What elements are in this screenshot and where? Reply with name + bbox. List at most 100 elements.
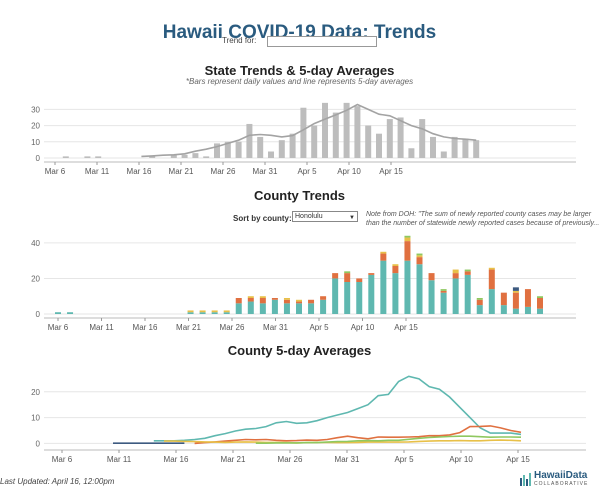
county-select[interactable]: Honolulu ▼ [292, 211, 358, 222]
state-chart-title: State Trends & 5-day Averages [204, 63, 395, 78]
chevron-down-icon: ▼ [349, 215, 355, 221]
county-bar-hawaii [512, 290, 519, 293]
county-chart-title: County Trends [253, 188, 345, 203]
state-5day-average-line [141, 103, 477, 158]
y-tick-label: 20 [31, 274, 40, 283]
x-tick-label: Apr 5 [394, 455, 414, 464]
x-tick-label: Apr 5 [309, 323, 329, 332]
county-bar-honolulu [247, 301, 254, 314]
county-bar-honolulu [380, 260, 387, 314]
state-bar [440, 151, 447, 158]
state-bar [408, 148, 415, 158]
county-bar-kauai [537, 296, 543, 298]
x-tick-label: Apr 15 [394, 323, 418, 332]
county-bar-maui [537, 298, 543, 309]
x-tick-label: Mar 31 [263, 323, 288, 332]
county-bar-hawaii [187, 310, 194, 313]
county-bar-maui [416, 257, 423, 265]
x-tick-label: Mar 11 [85, 167, 110, 176]
county-bar-honolulu [308, 303, 315, 314]
county-bar-maui [476, 299, 483, 306]
county-bar-maui [320, 296, 327, 300]
doh-note-line-1: Note from DOH: "The sum of newly reporte… [366, 211, 592, 218]
x-tick-label: Mar 11 [107, 455, 132, 464]
county-bar-honolulu [537, 308, 543, 314]
state-bar [257, 136, 264, 158]
county-bar-hawaii [259, 296, 266, 298]
county-bar-honolulu [211, 312, 218, 314]
county-bar-hawaii [380, 251, 387, 254]
average-line-maui [194, 425, 522, 445]
x-tick-label: Mar 6 [48, 323, 69, 332]
last-updated-text: Last Updated: April 16, 12:00pm [0, 477, 115, 486]
x-tick-label: Apr 15 [379, 167, 403, 176]
county-bar-honolulu [368, 274, 375, 314]
county-bar-hawaii [452, 269, 459, 274]
state-bar [343, 102, 350, 158]
x-tick-label: Mar 6 [45, 167, 66, 176]
y-tick-label: 20 [31, 122, 40, 131]
trend-input[interactable] [267, 36, 377, 47]
county-bar-hawaii [296, 299, 302, 302]
state-chart-subtitle: *Bars represent daily values and line re… [185, 77, 414, 86]
state-bar [192, 153, 199, 158]
county-bar-maui [392, 266, 399, 274]
y-tick-label: 0 [36, 439, 41, 448]
county-bar-honolulu [404, 260, 411, 314]
state-bar [322, 102, 328, 158]
x-tick-label: Apr 10 [449, 455, 473, 464]
hawaii-data-logo-icon [520, 473, 531, 486]
logo-subtitle: COLLABORATIVE [534, 481, 589, 487]
county-bar-honolulu [500, 305, 507, 314]
county-bar-hawaii [488, 267, 495, 270]
county-bar-maui [259, 298, 266, 304]
trend-label: Trend for: [222, 36, 257, 45]
x-tick-label: Mar 31 [253, 167, 278, 176]
county-bar-honolulu [259, 303, 266, 314]
county-bar-hawaii [392, 264, 399, 266]
county-bar-maui [488, 269, 495, 290]
county-bar-honolulu [464, 274, 471, 314]
x-tick-label: Apr 15 [506, 455, 530, 464]
county-bar-hawaii [404, 237, 411, 242]
state-bar [354, 106, 361, 158]
county-bar-kauai [404, 235, 411, 238]
county-bar-hawaii [416, 255, 423, 258]
x-tick-label: Mar 11 [89, 323, 114, 332]
county-bar-maui [524, 289, 531, 307]
county-bar-honolulu [476, 305, 483, 314]
state-bar [224, 141, 231, 158]
state-bar [289, 133, 296, 158]
county-averages-title: County 5-day Averages [227, 343, 372, 358]
x-tick-label: Apr 10 [351, 323, 375, 332]
state-bar [397, 117, 404, 158]
county-bar-kauai [476, 298, 483, 300]
county-bar-honolulu [452, 278, 459, 314]
county-bar-kauai [416, 253, 423, 256]
county-bar-maui [332, 273, 339, 279]
logo-name: HawaiiData [534, 470, 588, 481]
county-bar-maui [356, 278, 363, 282]
state-bar [462, 138, 469, 158]
county-bar-honolulu [271, 299, 278, 314]
county-bar-maui [464, 271, 471, 275]
county-bar-honolulu [235, 303, 242, 314]
county-bar-maui [512, 292, 519, 309]
state-bar [311, 125, 318, 158]
county-bar-maui [380, 253, 387, 261]
county-bar-maui [247, 298, 254, 302]
county-bar-maui [440, 290, 447, 293]
x-tick-label: Apr 5 [297, 167, 317, 176]
county-bar-honolulu [392, 273, 399, 314]
y-tick-label: 30 [31, 105, 40, 114]
county-bar-hawaii [223, 310, 230, 313]
state-bar [181, 154, 188, 158]
county-averages-chart: 0 10 20 Mar 6 Mar 11 Mar 16 Mar 21 Mar 26 Mar 31… [31, 375, 586, 464]
county-bar-maui [500, 292, 507, 306]
county-bar-kauai [464, 269, 471, 272]
county-bar-honolulu [223, 312, 230, 314]
county-bar-honolulu [512, 308, 519, 314]
doh-note-line-2: than the number of statewide newly repor… [366, 220, 599, 227]
state-bar [419, 119, 426, 158]
county-bar-honolulu [55, 312, 61, 314]
